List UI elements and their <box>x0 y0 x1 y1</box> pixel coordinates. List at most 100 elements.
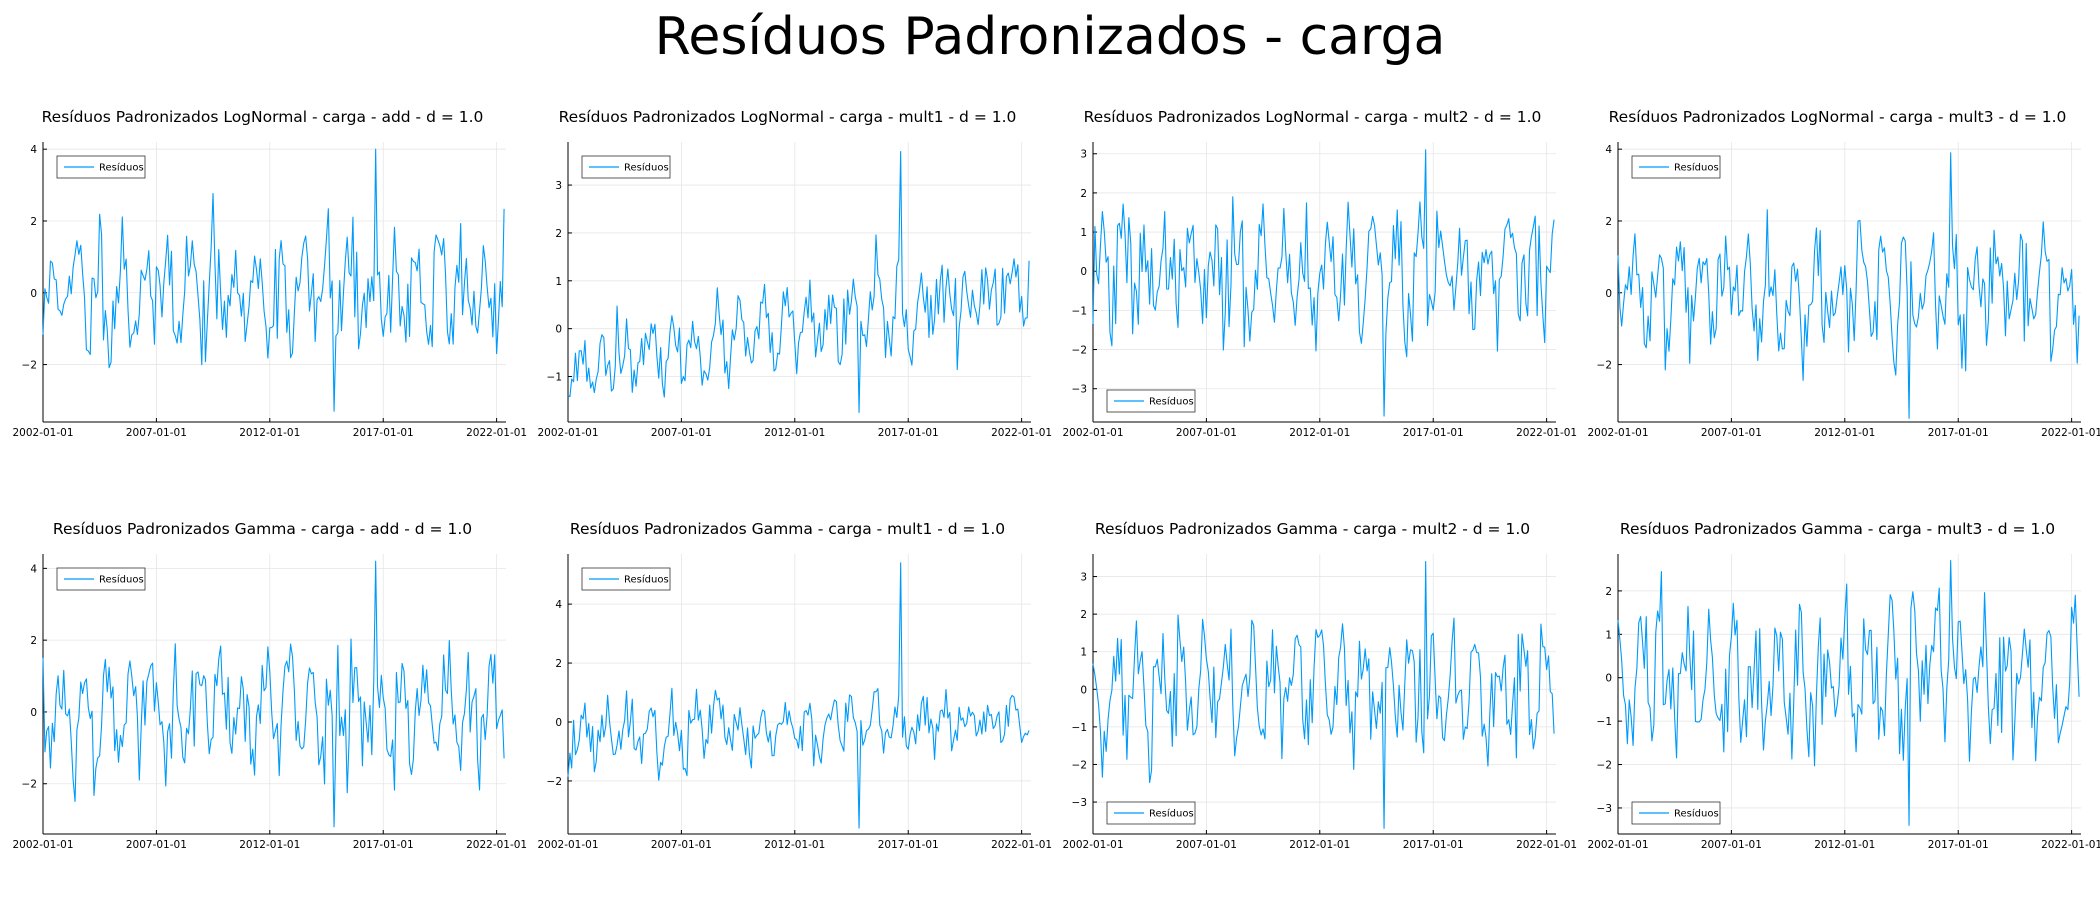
y-tick-label: 0 <box>1605 673 1612 685</box>
y-tick-label: −2 <box>1072 759 1087 771</box>
subplot-title: Resíduos Padronizados Gamma - carga - mu… <box>570 520 1005 538</box>
y-tick-label: 2 <box>555 228 562 240</box>
figure-title: Resíduos Padronizados - carga <box>654 7 1446 67</box>
x-tick-label: 2017-01-01 <box>353 839 414 851</box>
legend: Resíduos <box>1106 801 1196 825</box>
y-tick-label: −2 <box>1072 345 1087 357</box>
subplot-title: Resíduos Padronizados Gamma - carga - mu… <box>1620 520 2055 538</box>
x-tick-label: 2007-01-01 <box>1701 427 1762 439</box>
y-tick-label: 1 <box>555 276 562 288</box>
y-tick-label: −1 <box>547 372 562 384</box>
x-tick-label: 2012-01-01 <box>1814 427 1875 439</box>
x-tick-label: 2022-01-01 <box>2041 427 2100 439</box>
y-tick-label: −2 <box>1597 360 1612 372</box>
y-tick-label: 0 <box>1080 684 1087 696</box>
legend-label: Resíduos <box>624 574 669 586</box>
x-tick-label: 2012-01-01 <box>1289 839 1350 851</box>
x-tick-label: 2007-01-01 <box>1176 427 1237 439</box>
y-tick-label: 2 <box>555 658 562 670</box>
subplot-2: Resíduos Padronizados LogNormal - carga … <box>537 108 1052 439</box>
y-tick-label: −1 <box>1597 716 1612 728</box>
subplot-7: Resíduos Padronizados Gamma - carga - mu… <box>1062 520 1577 851</box>
x-tick-label: 2022-01-01 <box>991 839 1052 851</box>
subplot-title: Resíduos Padronizados Gamma - carga - mu… <box>1095 520 1530 538</box>
subplot-title: Resíduos Padronizados LogNormal - carga … <box>1084 108 1542 126</box>
subplot-1: Resíduos Padronizados LogNormal - carga … <box>12 108 527 439</box>
y-tick-label: 2 <box>30 216 37 228</box>
y-tick-label: 2 <box>30 635 37 647</box>
legend-box <box>56 567 146 591</box>
y-tick-label: 2 <box>1080 609 1087 621</box>
x-tick-label: 2012-01-01 <box>764 427 825 439</box>
y-tick-label: 2 <box>1605 586 1612 598</box>
x-tick-label: 2002-01-01 <box>1062 427 1123 439</box>
subplot-title: Resíduos Padronizados LogNormal - carga … <box>42 108 484 126</box>
y-tick-label: −1 <box>1072 305 1087 317</box>
series-line-residuos <box>567 562 1030 829</box>
y-tick-label: 1 <box>1605 629 1612 641</box>
legend: Resíduos <box>56 155 146 179</box>
y-tick-label: −2 <box>547 776 562 788</box>
x-tick-label: 2022-01-01 <box>2041 839 2100 851</box>
series-line-residuos <box>1092 560 1555 829</box>
x-tick-label: 2012-01-01 <box>1289 427 1350 439</box>
x-tick-label: 2002-01-01 <box>1587 427 1648 439</box>
legend: Resíduos <box>56 567 146 591</box>
legend-box <box>1106 801 1196 825</box>
x-tick-label: 2012-01-01 <box>239 427 300 439</box>
x-tick-label: 2002-01-01 <box>12 839 73 851</box>
y-tick-label: −1 <box>1072 722 1087 734</box>
series-line-residuos <box>1617 152 2080 419</box>
legend: Resíduos <box>581 155 671 179</box>
legend-box <box>1106 389 1196 413</box>
y-tick-label: 1 <box>1080 647 1087 659</box>
x-tick-label: 2017-01-01 <box>878 427 939 439</box>
x-tick-label: 2022-01-01 <box>1516 427 1577 439</box>
x-tick-label: 2007-01-01 <box>126 427 187 439</box>
y-tick-label: 3 <box>555 180 562 192</box>
x-tick-label: 2017-01-01 <box>1403 839 1464 851</box>
legend-label: Resíduos <box>1674 808 1719 820</box>
y-tick-label: 3 <box>1080 149 1087 161</box>
y-tick-label: 3 <box>1080 572 1087 584</box>
legend-label: Resíduos <box>1149 396 1194 408</box>
y-tick-label: −3 <box>1072 797 1087 809</box>
x-tick-label: 2012-01-01 <box>764 839 825 851</box>
subplot-title: Resíduos Padronizados LogNormal - carga … <box>559 108 1017 126</box>
legend-label: Resíduos <box>624 162 669 174</box>
subplot-3: Resíduos Padronizados LogNormal - carga … <box>1062 108 1577 439</box>
y-tick-label: 2 <box>1080 188 1087 200</box>
legend-label: Resíduos <box>99 574 144 586</box>
legend-box <box>56 155 146 179</box>
y-tick-label: −2 <box>22 360 37 372</box>
y-tick-label: 1 <box>1080 227 1087 239</box>
x-tick-label: 2017-01-01 <box>878 839 939 851</box>
x-tick-label: 2017-01-01 <box>353 427 414 439</box>
legend-label: Resíduos <box>99 162 144 174</box>
legend: Resíduos <box>1631 801 1721 825</box>
subplot-5: Resíduos Padronizados Gamma - carga - ad… <box>12 520 527 851</box>
series-line-residuos <box>1092 149 1555 417</box>
legend-box <box>581 567 671 591</box>
x-tick-label: 2022-01-01 <box>466 839 527 851</box>
legend-box <box>1631 801 1721 825</box>
y-tick-label: 0 <box>1080 266 1087 278</box>
x-tick-label: 2012-01-01 <box>1814 839 1875 851</box>
x-tick-label: 2017-01-01 <box>1928 839 1989 851</box>
x-tick-label: 2002-01-01 <box>12 427 73 439</box>
subplot-4: Resíduos Padronizados LogNormal - carga … <box>1587 108 2100 439</box>
series-line-residuos <box>42 148 505 412</box>
series-line-residuos <box>1617 559 2080 826</box>
legend-label: Resíduos <box>1149 808 1194 820</box>
x-tick-label: 2002-01-01 <box>537 839 598 851</box>
y-tick-label: 4 <box>1605 144 1612 156</box>
y-tick-label: 0 <box>555 717 562 729</box>
legend: Resíduos <box>1106 389 1196 413</box>
x-tick-label: 2002-01-01 <box>537 427 598 439</box>
x-tick-label: 2007-01-01 <box>1701 839 1762 851</box>
x-tick-label: 2007-01-01 <box>651 427 712 439</box>
y-tick-label: −3 <box>1072 384 1087 396</box>
y-tick-label: −2 <box>1597 760 1612 772</box>
y-tick-label: −3 <box>1597 803 1612 815</box>
